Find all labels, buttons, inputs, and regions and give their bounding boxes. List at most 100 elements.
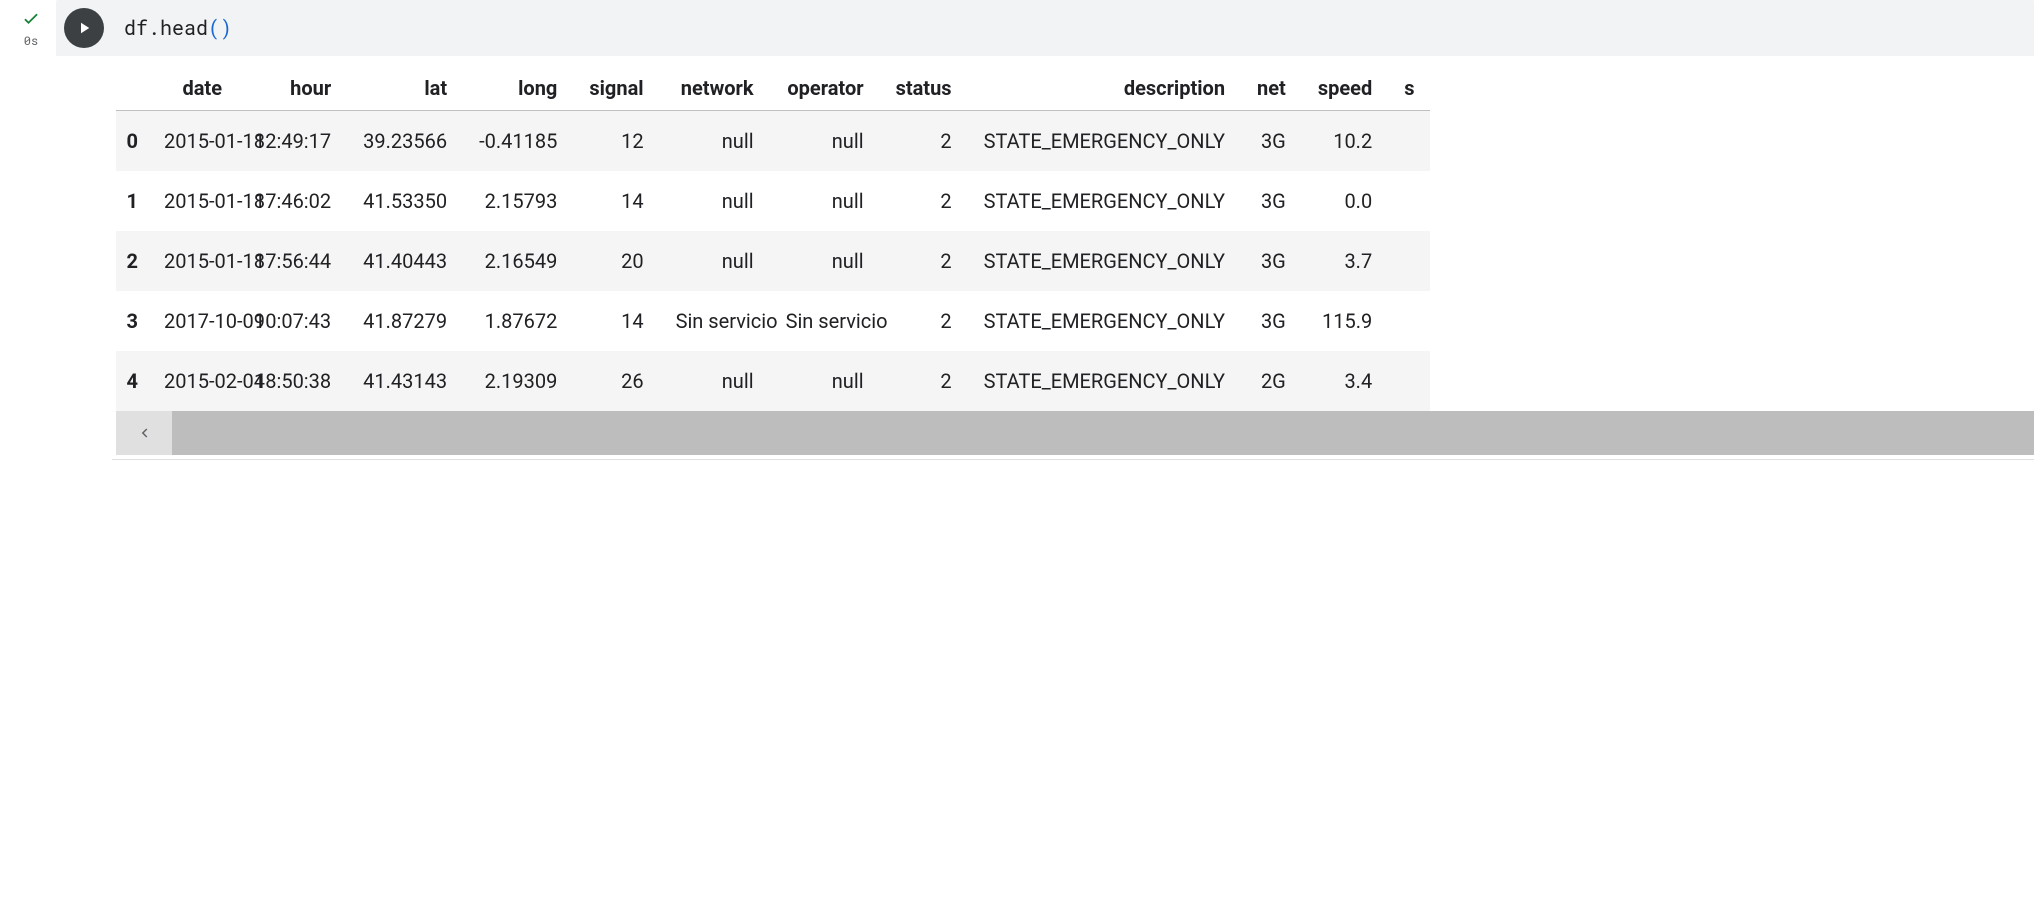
- cell-net: 3G: [1241, 291, 1302, 351]
- cell-description: STATE_EMERGENCY_ONLY: [968, 171, 1241, 231]
- col-lat: lat: [347, 66, 463, 111]
- notebook-cell-container: 0s df.head() date hour lat long: [0, 0, 2034, 460]
- col-net: net: [1241, 66, 1302, 111]
- cell-description: STATE_EMERGENCY_ONLY: [968, 351, 1241, 411]
- cell-speed: 10.2: [1302, 111, 1388, 172]
- play-icon: [75, 19, 93, 37]
- cell-hour: 12:49:17: [238, 111, 347, 172]
- table-row: 4 2015-02-04 18:50:38 41.43143 2.19309 2…: [116, 351, 1430, 411]
- col-operator: operator: [770, 66, 880, 111]
- cell-gutter: 0s: [0, 0, 56, 460]
- cell-lat: 41.40443: [347, 231, 463, 291]
- cell-s: [1388, 291, 1430, 351]
- horizontal-scrollbar[interactable]: [116, 411, 2034, 455]
- table-row: 2 2015-01-18 17:56:44 41.40443 2.16549 2…: [116, 231, 1430, 291]
- cell-date: 2015-01-18: [148, 171, 238, 231]
- paren-close: ): [220, 15, 232, 41]
- cell-lat: 39.23566: [347, 111, 463, 172]
- cell-output: date hour lat long signal network operat…: [56, 56, 2034, 455]
- col-signal: signal: [573, 66, 659, 111]
- dataframe-table: date hour lat long signal network operat…: [116, 66, 1430, 411]
- cell-status: 2: [880, 111, 968, 172]
- cell-operator: null: [770, 231, 880, 291]
- cell-long: 2.16549: [463, 231, 573, 291]
- table-header-row: date hour lat long signal network operat…: [116, 66, 1430, 111]
- code-input[interactable]: df.head(): [124, 15, 232, 41]
- cell-hour: 17:46:02: [238, 171, 347, 231]
- cell-operator: null: [770, 111, 880, 172]
- cell-divider: [112, 459, 2034, 460]
- check-icon: [21, 8, 41, 31]
- table-body: 0 2015-01-18 12:49:17 39.23566 -0.41185 …: [116, 111, 1430, 412]
- cell-operator: null: [770, 171, 880, 231]
- cell-operator: Sin servicio: [770, 291, 880, 351]
- cell-long: 2.19309: [463, 351, 573, 411]
- cell-s: [1388, 231, 1430, 291]
- cell-long: -0.41185: [463, 111, 573, 172]
- col-description: description: [968, 66, 1241, 111]
- col-status: status: [880, 66, 968, 111]
- cell-net: 3G: [1241, 111, 1302, 172]
- row-index: 4: [116, 351, 148, 411]
- col-hour: hour: [238, 66, 347, 111]
- cell-network: null: [660, 231, 770, 291]
- code-text: df.head: [124, 15, 208, 41]
- cell-network: Sin servicio: [660, 291, 770, 351]
- cell-s: [1388, 171, 1430, 231]
- cell-status: 2: [880, 291, 968, 351]
- cell-network: null: [660, 351, 770, 411]
- cell-lat: 41.53350: [347, 171, 463, 231]
- cell-date: 2015-02-04: [148, 351, 238, 411]
- table-row: 1 2015-01-18 17:46:02 41.53350 2.15793 1…: [116, 171, 1430, 231]
- row-index: 3: [116, 291, 148, 351]
- cell-hour: 17:56:44: [238, 231, 347, 291]
- code-cell: df.head() date hour lat long signal netw…: [56, 0, 2034, 460]
- cell-operator: null: [770, 351, 880, 411]
- cell-net: 3G: [1241, 231, 1302, 291]
- dataframe-scroll-wrap[interactable]: date hour lat long signal network operat…: [116, 66, 2034, 411]
- table-row: 0 2015-01-18 12:49:17 39.23566 -0.41185 …: [116, 111, 1430, 172]
- execution-time: 0s: [24, 33, 38, 49]
- cell-speed: 3.4: [1302, 351, 1388, 411]
- cell-s: [1388, 111, 1430, 172]
- cell-hour: 10:07:43: [238, 291, 347, 351]
- index-header-blank: [116, 66, 148, 111]
- cell-lat: 41.87279: [347, 291, 463, 351]
- cell-signal: 14: [573, 291, 659, 351]
- col-network: network: [660, 66, 770, 111]
- cell-network: null: [660, 171, 770, 231]
- cell-description: STATE_EMERGENCY_ONLY: [968, 111, 1241, 172]
- cell-speed: 115.9: [1302, 291, 1388, 351]
- cell-description: STATE_EMERGENCY_ONLY: [968, 231, 1241, 291]
- col-long: long: [463, 66, 573, 111]
- cell-lat: 41.43143: [347, 351, 463, 411]
- cell-signal: 14: [573, 171, 659, 231]
- cell-status: 2: [880, 351, 968, 411]
- col-speed: speed: [1302, 66, 1388, 111]
- paren-open: (: [208, 15, 220, 41]
- run-button[interactable]: [64, 8, 104, 48]
- cell-status: 2: [880, 231, 968, 291]
- cell-net: 2G: [1241, 351, 1302, 411]
- cell-network: null: [660, 111, 770, 172]
- cell-signal: 26: [573, 351, 659, 411]
- chevron-left-icon: [135, 424, 153, 442]
- cell-description: STATE_EMERGENCY_ONLY: [968, 291, 1241, 351]
- cell-input-row: df.head(): [56, 0, 2034, 56]
- cell-hour: 18:50:38: [238, 351, 347, 411]
- cell-status: 2: [880, 171, 968, 231]
- cell-long: 1.87672: [463, 291, 573, 351]
- cell-date: 2015-01-18: [148, 231, 238, 291]
- scroll-left-button[interactable]: [116, 411, 172, 455]
- cell-signal: 20: [573, 231, 659, 291]
- col-s: s: [1388, 66, 1430, 111]
- cell-date: 2015-01-18: [148, 111, 238, 172]
- row-index: 0: [116, 111, 148, 172]
- cell-net: 3G: [1241, 171, 1302, 231]
- cell-signal: 12: [573, 111, 659, 172]
- cell-date: 2017-10-09: [148, 291, 238, 351]
- cell-s: [1388, 351, 1430, 411]
- cell-speed: 0.0: [1302, 171, 1388, 231]
- row-index: 2: [116, 231, 148, 291]
- cell-speed: 3.7: [1302, 231, 1388, 291]
